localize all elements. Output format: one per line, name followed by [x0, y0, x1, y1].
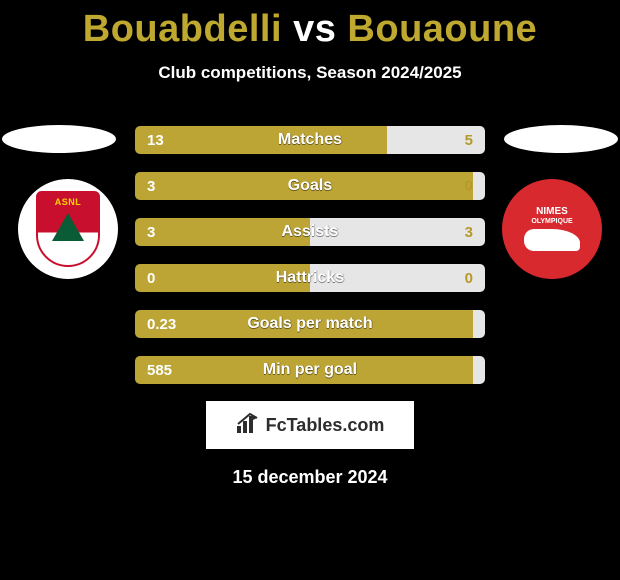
stat-row: 03Goals	[134, 171, 486, 201]
asnl-shield-icon	[36, 191, 100, 267]
stat-row: 585Min per goal	[134, 355, 486, 385]
stat-value-right: 5	[465, 132, 473, 149]
stat-value-left: 13	[147, 132, 164, 149]
player1-ellipse	[2, 125, 116, 153]
stat-bar-right	[473, 172, 485, 200]
stat-value-left: 0	[147, 270, 155, 287]
stat-bar-left: 13	[135, 126, 387, 154]
crocodile-icon	[524, 229, 580, 251]
team2-subname: OLYMPIQUE	[531, 218, 572, 225]
stat-row: 33Assists	[134, 217, 486, 247]
player2-name: Bouaoune	[347, 8, 537, 50]
team2-name: NIMES	[536, 207, 568, 217]
stat-value-left: 3	[147, 224, 155, 241]
stat-value-right: 3	[465, 224, 473, 241]
content-area: NIMES OLYMPIQUE 135Matches03Goals33Assis…	[0, 125, 620, 385]
team2-badge: NIMES OLYMPIQUE	[502, 179, 602, 279]
subtitle: Club competitions, Season 2024/2025	[0, 63, 620, 83]
stat-bar-left: 3	[135, 172, 473, 200]
stat-bar-left: 3	[135, 218, 310, 246]
stat-value-left: 0.23	[147, 316, 176, 333]
stat-bar-left: 585	[135, 356, 473, 384]
stat-bar-right	[473, 356, 485, 384]
page-title: Bouabdelli vs Bouaoune	[0, 0, 620, 51]
stat-bar-right: 5	[387, 126, 485, 154]
stat-bar-left: 0.23	[135, 310, 473, 338]
date-text: 15 december 2024	[0, 467, 620, 488]
stat-bar-right	[473, 310, 485, 338]
stat-bar-left: 0	[135, 264, 310, 292]
stats-bars: 135Matches03Goals33Assists00Hattricks0.2…	[134, 125, 486, 385]
stat-bar-right: 0	[310, 264, 485, 292]
stat-value-right: 0	[465, 270, 473, 287]
stat-row: 135Matches	[134, 125, 486, 155]
stat-value-left: 585	[147, 362, 172, 379]
player1-name: Bouabdelli	[83, 8, 282, 50]
stat-row: 00Hattricks	[134, 263, 486, 293]
stat-row: 0.23Goals per match	[134, 309, 486, 339]
stat-value-right: 0	[465, 178, 473, 195]
vs-text: vs	[293, 8, 336, 50]
team1-badge	[18, 179, 118, 279]
fctables-logo-icon	[236, 412, 262, 439]
stat-bar-right: 3	[310, 218, 485, 246]
stat-value-left: 3	[147, 178, 155, 195]
player2-ellipse	[504, 125, 618, 153]
branding-text: FcTables.com	[266, 415, 385, 436]
branding-box: FcTables.com	[206, 401, 414, 449]
